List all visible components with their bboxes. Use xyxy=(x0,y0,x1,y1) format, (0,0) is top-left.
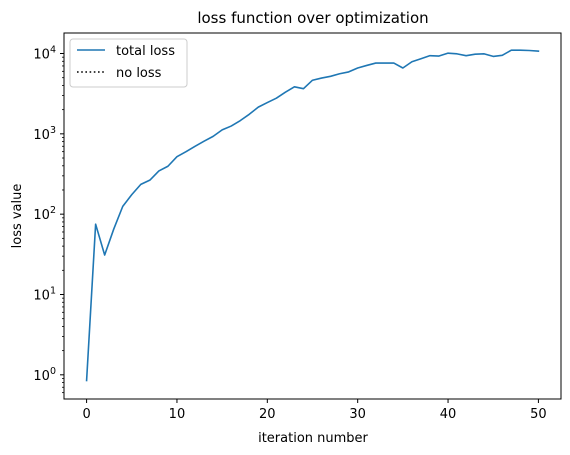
y-axis-label: loss value xyxy=(10,184,25,249)
legend-box xyxy=(69,38,188,88)
x-tick-label: 30 xyxy=(349,407,366,422)
x-tick-label: 50 xyxy=(530,407,547,422)
y-tick-label: 102 xyxy=(33,205,56,223)
x-tick-label: 10 xyxy=(169,407,186,422)
chart-title: loss function over optimization xyxy=(197,9,428,27)
x-axis-label: iteration number xyxy=(258,431,368,446)
plot-frame xyxy=(63,32,562,400)
series-line-total-loss xyxy=(85,49,540,382)
y-tick-label: 103 xyxy=(33,125,56,143)
x-tick-label: 0 xyxy=(82,407,90,422)
y-tick-label: 104 xyxy=(33,45,56,63)
y-tick-label: 100 xyxy=(33,366,56,384)
y-tick-label: 101 xyxy=(33,285,56,303)
x-tick-label: 40 xyxy=(440,407,457,422)
legend-label-total-loss: total loss xyxy=(116,44,175,59)
legend-label-no-loss: no loss xyxy=(116,66,162,81)
x-tick-label: 20 xyxy=(259,407,276,422)
legend: total loss no loss xyxy=(69,38,188,88)
